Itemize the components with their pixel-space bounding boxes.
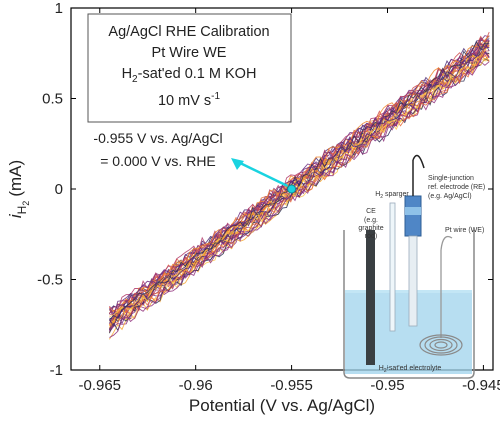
x-axis-label: Potential (V vs. Ag/AgCl) [189,396,375,415]
legend-line3: H2-sat'ed 0.1 M KOH [122,66,257,85]
reference-electrode [404,195,422,237]
inset-ce-note2: graphite [358,225,383,232]
inset-ce-note3: rod) [365,233,377,240]
legend-box: Ag/AgCl RHE Calibration Pt Wire WE H2-sa… [87,13,292,123]
x-tick-label: -0.95 [370,377,404,394]
cv-curve [109,54,490,329]
inset-we-label: Pt wire (WE) [445,227,484,234]
counter-electrode [366,230,375,365]
cv-curve [109,41,490,321]
x-tick-label: -0.955 [270,377,313,394]
inset-re-label1: Single-junction [428,175,474,182]
cv-curves [108,31,490,340]
cv-curve [109,57,490,318]
calibration-annotation: -0.955 V vs. Ag/AgCl = 0.000 V vs. RHE [80,125,297,194]
legend-line4: 10 mV s-1 [158,91,221,109]
y-tick-label: 0 [55,181,63,198]
legend-line2: Pt Wire WE [152,45,227,61]
pt-coil [419,334,463,356]
inset-electrolyte-label: H2-sat'ed electrolyte [379,365,442,374]
legend-line1: Ag/AgCl RHE Calibration [108,24,269,40]
y-tick-label: -1 [50,362,63,379]
y-label-subsub: 2 [21,201,31,206]
arrow-head [231,158,244,170]
x-axis-ticks: -0.965 -0.96 -0.955 -0.95 -0.945 [78,8,500,394]
svg-text:iH2(mA): iH2 (mA) [6,160,31,218]
zero-crossing-marker [287,184,297,194]
y-axis-ticks: -1 -0.5 0 0.5 1 [37,0,493,379]
x-tick-label: -0.965 [78,377,121,394]
y-tick-label: -0.5 [37,272,63,289]
cv-curve [109,52,490,338]
annotation-arrow [237,160,289,188]
annotation-line2: = 0.000 V vs. RHE [100,153,216,169]
cell-schematic-inset: CE (e.g. graphite rod) H2 sparger Single… [343,154,485,379]
y-axis-label: iH2 (mA) [6,160,31,218]
x-tick-label: -0.945 [462,377,500,394]
y-tick-label: 0.5 [42,91,63,108]
electrolyte [345,290,472,374]
cv-curve [109,42,490,315]
inset-ce-note1: (e.g. [364,217,378,224]
cv-curve [109,40,490,327]
cv-curve [109,61,490,331]
inset-re-label3: (e.g. Ag/AgCl) [428,193,472,200]
y-label-i: i [6,213,25,218]
cv-curve [109,35,490,311]
y-tick-label: 1 [55,0,63,17]
inset-re-label2: ref. electrode (RE) [428,184,485,191]
y-label-unit: (mA) [6,160,25,197]
inset-ce-label: CE [366,208,376,215]
inset-sparger-label: H2 sparger [375,191,409,200]
gas-sparger [389,202,396,332]
x-tick-label: -0.96 [179,377,213,394]
y-label-sub: H [15,206,29,215]
beaker [343,230,475,379]
annotation-line1: -0.955 V vs. Ag/AgCl [93,130,222,146]
